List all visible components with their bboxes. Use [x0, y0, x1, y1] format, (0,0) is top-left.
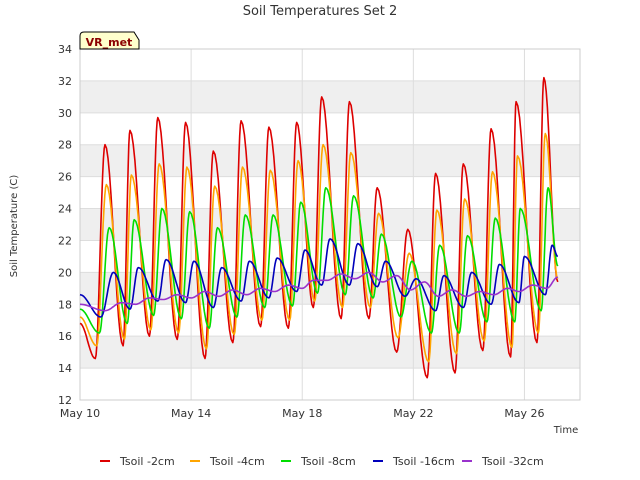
x-tick-label: May 22	[393, 407, 433, 420]
series-line-tsoil2cm	[79, 76, 559, 379]
legend-label: Tsoil -16cm	[392, 455, 455, 468]
legend-label: Tsoil -2cm	[119, 455, 175, 468]
y-tick-label: 12	[58, 394, 72, 407]
legend-item: Tsoil -4cm	[190, 455, 265, 468]
grid-band	[80, 80, 580, 113]
legend-label: Tsoil -8cm	[300, 455, 356, 468]
y-tick-labels: 12 14 16 18 20 22 24 26 28 30 32 34	[58, 43, 72, 407]
legend-item: Tsoil -8cm	[281, 455, 356, 468]
badge-text: VR_met	[86, 36, 133, 49]
grid-band	[80, 208, 580, 241]
legend-item: Tsoil -32cm	[462, 455, 544, 468]
station-badge: VR_met	[79, 31, 140, 50]
plot-area	[79, 48, 581, 401]
y-tick-label: 22	[58, 234, 72, 247]
y-tick-label: 14	[58, 362, 72, 375]
legend-label: Tsoil -4cm	[209, 455, 265, 468]
grid-band	[80, 336, 580, 369]
series-line-tsoil4cm	[79, 132, 559, 363]
y-tick-label: 34	[58, 43, 72, 56]
legend-label: Tsoil -32cm	[481, 455, 544, 468]
chart-title: Soil Temperatures Set 2	[243, 4, 398, 19]
x-axis-label: Time	[553, 425, 578, 436]
series-line-tsoil16cm	[79, 238, 559, 318]
y-tick-label: 30	[58, 107, 72, 120]
series-lines	[79, 76, 559, 379]
x-tick-label: May 14	[171, 407, 211, 420]
y-tick-label: 26	[58, 171, 72, 184]
y-tick-label: 20	[58, 266, 72, 279]
x-tick-labels: May 10 May 14 May 18 May 22 May 26	[60, 407, 545, 420]
y-tick-label: 18	[58, 298, 72, 311]
badge-box	[79, 31, 140, 50]
legend: Tsoil -2cm Tsoil -4cm Tsoil -8cm Tsoil -16c…	[100, 455, 544, 468]
y-tick-label: 24	[58, 203, 72, 216]
series-line-tsoil32cm	[79, 271, 558, 312]
legend-item: Tsoil -2cm	[100, 455, 175, 468]
series-line-tsoil8cm	[79, 187, 559, 334]
y-tick-label: 28	[58, 139, 72, 152]
y-tick-label: 16	[58, 330, 72, 343]
y-axis-label: Soil Temperature (C)	[9, 175, 20, 278]
legend-item: Tsoil -16cm	[373, 455, 455, 468]
x-tick-label: May 10	[60, 407, 100, 420]
x-tick-label: May 18	[282, 407, 322, 420]
y-tick-label: 32	[58, 75, 72, 88]
x-tick-label: May 26	[504, 407, 544, 420]
